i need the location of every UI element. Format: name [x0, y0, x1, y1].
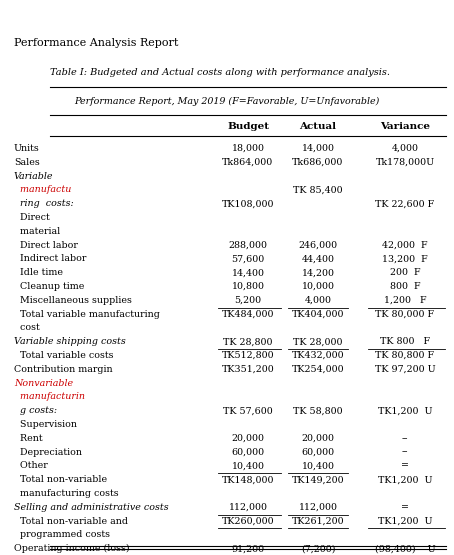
Text: 18,000: 18,000 [232, 144, 265, 153]
Text: TK512,800: TK512,800 [222, 351, 274, 360]
Text: Tk178,000U: Tk178,000U [375, 158, 434, 167]
Text: Idle time: Idle time [14, 268, 63, 277]
Text: Indirect labor: Indirect labor [14, 254, 86, 264]
Text: Variable shipping costs: Variable shipping costs [14, 337, 126, 346]
Text: (7,200): (7,200) [301, 544, 335, 553]
Text: 60,000: 60,000 [301, 447, 335, 457]
Text: TK 85,400: TK 85,400 [293, 185, 343, 194]
Text: TK404,000: TK404,000 [292, 310, 344, 319]
Text: Selling and administrative costs: Selling and administrative costs [14, 503, 168, 512]
Text: --: -- [402, 434, 408, 443]
Text: Tk864,000: Tk864,000 [222, 158, 274, 167]
Text: material: material [14, 227, 60, 236]
Text: 10,400: 10,400 [301, 461, 335, 471]
Text: Contribution margin: Contribution margin [14, 365, 113, 374]
Text: TK484,000: TK484,000 [222, 310, 274, 319]
Text: Other: Other [14, 461, 48, 471]
Text: Performance Analysis Report: Performance Analysis Report [14, 38, 178, 48]
Text: =: = [401, 503, 409, 512]
Text: 20,000: 20,000 [232, 434, 265, 443]
Text: 4,000: 4,000 [305, 296, 331, 305]
Text: TK 97,200 U: TK 97,200 U [375, 365, 435, 374]
Text: 14,400: 14,400 [232, 268, 265, 277]
Text: (98,400)    U: (98,400) U [375, 544, 435, 553]
Text: 91,200: 91,200 [232, 544, 265, 553]
Text: g costs:: g costs: [14, 406, 57, 415]
Text: Variance: Variance [380, 122, 430, 131]
Text: Supervision: Supervision [14, 420, 77, 429]
Text: 14,200: 14,200 [301, 268, 335, 277]
Text: 112,000: 112,000 [228, 503, 267, 512]
Text: 10,000: 10,000 [301, 282, 335, 291]
Text: Depreciation: Depreciation [14, 447, 82, 457]
Text: Total non-variable: Total non-variable [14, 475, 107, 484]
Text: Total variable manufacturing: Total variable manufacturing [14, 310, 160, 319]
Text: Sales: Sales [14, 158, 40, 167]
Text: =: = [401, 461, 409, 471]
Text: TK254,000: TK254,000 [291, 365, 344, 374]
Text: Operating income (loss): Operating income (loss) [14, 544, 130, 553]
Text: 10,400: 10,400 [232, 461, 265, 471]
Text: Budget: Budget [227, 122, 269, 131]
Text: 57,600: 57,600 [232, 254, 265, 264]
Text: 14,000: 14,000 [301, 144, 335, 153]
Text: programmed costs: programmed costs [14, 531, 110, 539]
Text: 44,400: 44,400 [301, 254, 335, 264]
Text: TK148,000: TK148,000 [222, 475, 274, 484]
Text: Variable: Variable [14, 171, 54, 180]
Text: Direct labor: Direct labor [14, 241, 78, 250]
Text: 246,000: 246,000 [298, 241, 338, 250]
Text: TK1,200  U: TK1,200 U [378, 517, 432, 526]
Text: Total non-variable and: Total non-variable and [14, 517, 128, 526]
Text: 4,000: 4,000 [391, 144, 419, 153]
Text: Total variable costs: Total variable costs [14, 351, 114, 360]
Text: Cleanup time: Cleanup time [14, 282, 84, 291]
Text: 112,000: 112,000 [298, 503, 337, 512]
Text: ring  costs:: ring costs: [14, 199, 74, 208]
Text: 1,200   F: 1,200 F [384, 296, 426, 305]
Text: 200  F: 200 F [390, 268, 420, 277]
Text: 288,000: 288,000 [228, 241, 267, 250]
Text: Tk686,000: Tk686,000 [292, 158, 344, 167]
Text: TK 28,800: TK 28,800 [223, 337, 273, 346]
Text: TK 58,800: TK 58,800 [293, 406, 343, 415]
Text: 10,800: 10,800 [232, 282, 265, 291]
Text: Actual: Actual [300, 122, 336, 131]
Text: 60,000: 60,000 [232, 447, 265, 457]
Text: TK 80,000 F: TK 80,000 F [375, 310, 434, 319]
Text: TK432,000: TK432,000 [291, 351, 344, 360]
Text: Units: Units [14, 144, 40, 153]
Text: TK 57,600: TK 57,600 [223, 406, 273, 415]
Text: TK 800   F: TK 800 F [380, 337, 430, 346]
Text: TK261,200: TK261,200 [291, 517, 344, 526]
Text: cost: cost [14, 324, 40, 332]
Text: TK108,000: TK108,000 [222, 199, 274, 208]
Text: Rent: Rent [14, 434, 43, 443]
Text: TK351,200: TK351,200 [222, 365, 274, 374]
Text: TK 80,800 F: TK 80,800 F [375, 351, 434, 360]
Text: 13,200  F: 13,200 F [382, 254, 428, 264]
Text: Miscellaneous supplies: Miscellaneous supplies [14, 296, 132, 305]
Text: TK1,200  U: TK1,200 U [378, 406, 432, 415]
Text: 20,000: 20,000 [301, 434, 335, 443]
Text: manufacturin: manufacturin [14, 392, 85, 401]
Text: 800  F: 800 F [390, 282, 420, 291]
Text: 5,200: 5,200 [234, 296, 262, 305]
Text: Nonvariable: Nonvariable [14, 379, 73, 387]
Text: Table I: Budgeted and Actual costs along with performance analysis.: Table I: Budgeted and Actual costs along… [50, 68, 390, 77]
Text: Direct: Direct [14, 213, 50, 222]
Text: TK1,200  U: TK1,200 U [378, 475, 432, 484]
Text: manufactu: manufactu [14, 185, 71, 194]
Text: manufacturing costs: manufacturing costs [14, 489, 118, 498]
Text: --: -- [402, 447, 408, 457]
Text: Performance Report, May 2019 (F=Favorable, U=Unfavorable): Performance Report, May 2019 (F=Favorabl… [74, 97, 380, 106]
Text: 42,000  F: 42,000 F [382, 241, 428, 250]
Text: TK 22,600 F: TK 22,600 F [375, 199, 434, 208]
Text: TK 28,000: TK 28,000 [293, 337, 343, 346]
Text: TK260,000: TK260,000 [222, 517, 274, 526]
Text: TK149,200: TK149,200 [291, 475, 344, 484]
